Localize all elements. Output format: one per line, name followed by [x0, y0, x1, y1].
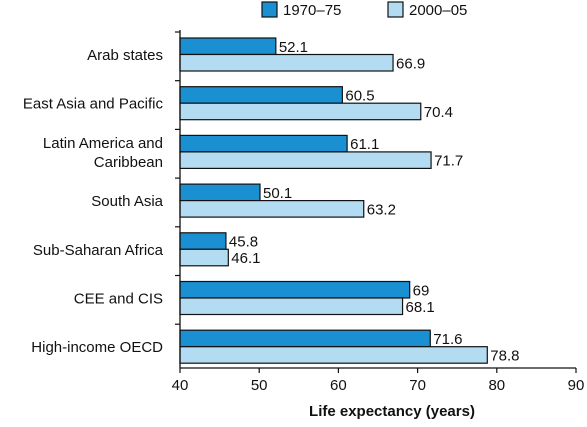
category-label: East Asia and Pacific	[23, 96, 164, 113]
data-label: 69	[413, 282, 430, 299]
category-labels: Arab states East Asia and Pacific Latin Am…	[23, 47, 164, 356]
data-label: 60.5	[345, 87, 374, 104]
category-label: Arab states	[87, 47, 163, 64]
x-tick-label: 80	[488, 377, 505, 394]
chart-legend: 1970–75 2000–05	[261, 1, 467, 19]
data-label: 52.1	[279, 39, 308, 56]
data-label: 45.8	[229, 234, 258, 251]
chart-bars: 52.1 66.9 60.5 70.4 61.1 71.7 50.1 63.2 45.846.1…	[179, 37, 519, 364]
bar-series1	[179, 280, 411, 299]
data-label: 63.2	[367, 201, 396, 218]
data-label: 78.8	[490, 347, 519, 364]
bar-series2	[179, 151, 432, 169]
bar-series2	[179, 53, 394, 72]
x-tick-label: 40	[172, 377, 189, 394]
x-tick-label: 50	[251, 377, 268, 394]
bar-series2	[179, 102, 422, 121]
category-label: South Asia	[91, 193, 163, 210]
bar-series1	[179, 329, 431, 348]
data-label: 71.6	[433, 331, 462, 348]
data-label: 71.7	[434, 153, 463, 170]
legend-swatch	[387, 1, 404, 18]
category-label: Latin America and	[43, 135, 163, 152]
legend-label: 1970–75	[283, 2, 341, 19]
category-label: Caribbean	[94, 154, 163, 171]
category-label: Sub-Saharan Africa	[33, 242, 164, 259]
bar-series2	[179, 200, 365, 218]
data-label: 66.9	[396, 55, 425, 72]
x-tick-label: 70	[409, 377, 426, 394]
bar-series1	[179, 183, 261, 202]
bar-series1	[179, 37, 277, 56]
data-label: 50.1	[263, 185, 292, 202]
bar-series1	[179, 86, 343, 104]
data-label: 68.1	[406, 299, 435, 316]
bar-series2	[179, 297, 404, 316]
bar-series2	[179, 248, 229, 267]
bar-series1	[179, 134, 348, 153]
data-label: 70.4	[424, 104, 453, 121]
legend-label: 2000–05	[409, 2, 467, 19]
data-label: 46.1	[231, 250, 260, 267]
x-axis-title: Life expectancy (years)	[309, 403, 475, 420]
legend-swatch	[261, 1, 278, 18]
bar-series2	[179, 346, 488, 364]
category-label: High-income OECD	[31, 339, 163, 356]
category-label: CEE and CIS	[74, 291, 163, 308]
bar-series1	[179, 232, 227, 250]
x-tick-label: 60	[330, 377, 347, 394]
x-axis: 40 50 60 70 80 90	[172, 30, 585, 394]
data-label: 61.1	[350, 136, 379, 153]
x-tick-label: 90	[568, 377, 585, 394]
